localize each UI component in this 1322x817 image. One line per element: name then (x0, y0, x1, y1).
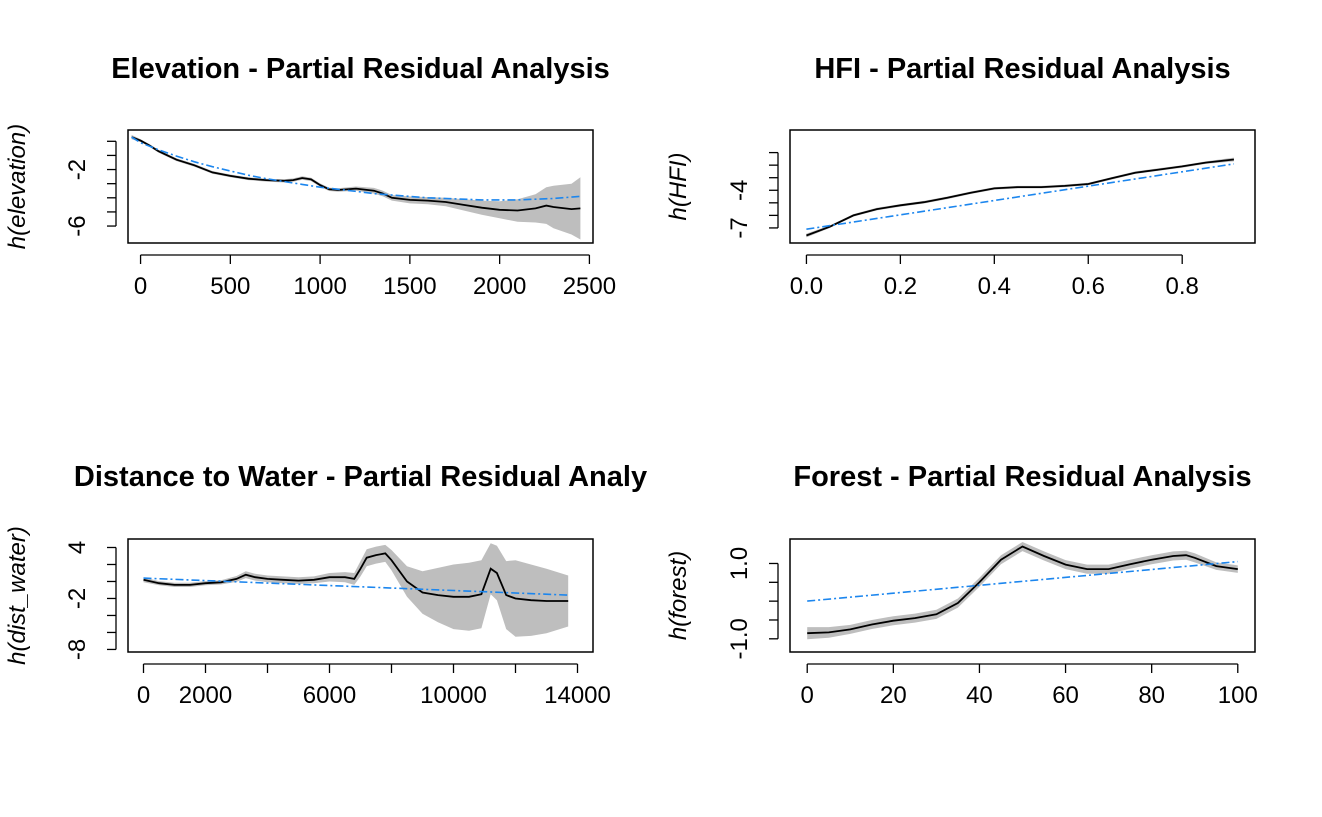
chart-title: Distance to Water - Partial Residual Ana… (74, 461, 647, 493)
y-tick-label: 1.0 (726, 547, 753, 580)
y-axis-label: h(dist_water) (4, 526, 31, 665)
x-tick-label: 0 (134, 273, 147, 300)
x-tick-label: 2000 (179, 682, 232, 709)
y-axis-label: h(forest) (665, 551, 692, 640)
confidence-band (143, 543, 569, 637)
plot-frame (127, 129, 594, 244)
smooth-fit-line (807, 545, 1238, 635)
x-tick-label: 10000 (420, 682, 487, 709)
smooth-fit-line (806, 158, 1234, 237)
x-tick-label: 0.4 (978, 273, 1011, 300)
x-tick-label: 6000 (303, 682, 356, 709)
x-tick-label: 0.8 (1166, 273, 1199, 300)
y-tick-label: -6 (64, 215, 91, 236)
x-tick-label: 2500 (563, 273, 616, 300)
hfi-panel: HFI - Partial Residual Analysis h(HFI) 0.0… (665, 53, 1256, 300)
x-tick-label: 1500 (383, 273, 436, 300)
smooth-fit-line (143, 552, 569, 602)
x-tick-label: 0 (137, 682, 150, 709)
chart-title: Elevation - Partial Residual Analysis (111, 53, 610, 85)
y-tick-label: -4 (726, 180, 753, 201)
x-tick-label: 20 (880, 682, 907, 709)
linear-fit-line (807, 560, 1238, 602)
dist-water-panel: Distance to Water - Partial Residual Ana… (4, 461, 647, 709)
chart-title: Forest - Partial Residual Analysis (793, 461, 1251, 493)
confidence-band (807, 542, 1238, 640)
elevation-panel: Elevation - Partial Residual Analysis h(e… (4, 53, 616, 300)
x-tick-label: 500 (210, 273, 250, 300)
x-tick-label: 0.6 (1072, 273, 1105, 300)
forest-panel: Forest - Partial Residual Analysis h(fore… (665, 461, 1258, 709)
x-tick-label: 40 (966, 682, 993, 709)
linear-fit-line (131, 136, 581, 201)
x-tick-label: 2000 (473, 273, 526, 300)
y-axis-label: h(elevation) (4, 124, 31, 249)
y-tick-label: 4 (64, 541, 91, 554)
y-tick-label: -1.0 (726, 618, 753, 659)
y-axis-label: h(HFI) (665, 153, 692, 221)
linear-fit-line (143, 577, 569, 596)
x-tick-label: 60 (1052, 682, 1079, 709)
chart-title: HFI - Partial Residual Analysis (814, 53, 1230, 85)
x-tick-label: 14000 (544, 682, 611, 709)
x-tick-label: 0 (801, 682, 814, 709)
y-tick-label: -8 (64, 639, 91, 660)
linear-fit-line (806, 163, 1235, 230)
x-tick-label: 0.2 (884, 273, 917, 300)
plot-frame (789, 538, 1256, 653)
x-tick-label: 1000 (293, 273, 346, 300)
confidence-band (806, 157, 1234, 238)
x-tick-label: 100 (1218, 682, 1258, 709)
y-tick-label: -2 (64, 159, 91, 180)
x-tick-label: 0.0 (790, 273, 823, 300)
y-tick-label: -7 (726, 217, 753, 238)
y-tick-label: -2 (64, 588, 91, 609)
x-tick-label: 80 (1138, 682, 1165, 709)
confidence-band (131, 134, 581, 240)
plot-frame (789, 129, 1256, 244)
plot-frame (127, 538, 594, 653)
